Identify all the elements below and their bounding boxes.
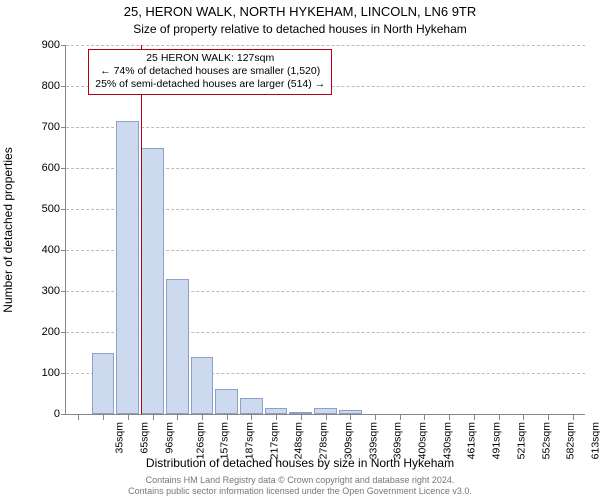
footer-line-2: Contains public sector information licen… [128, 486, 472, 496]
bar [240, 398, 263, 414]
ytick-label: 0 [26, 408, 60, 420]
xtick-mark [78, 414, 79, 420]
annotation-box: 25 HERON WALK: 127sqm← 74% of detached h… [88, 49, 332, 95]
xtick-label: 461sqm [466, 422, 478, 459]
annotation-line: ← 74% of detached houses are smaller (1,… [95, 65, 325, 78]
ytick-label: 400 [26, 244, 60, 256]
xtick-label: 65sqm [139, 422, 151, 454]
bar [92, 353, 115, 415]
xtick-label: 96sqm [163, 422, 175, 454]
chart-subtitle: Size of property relative to detached ho… [0, 22, 600, 36]
ytick-mark [61, 45, 66, 46]
xtick-mark [499, 414, 500, 420]
xtick-mark [103, 414, 104, 420]
ytick-mark [61, 168, 66, 169]
ytick-mark [61, 86, 66, 87]
xtick-label: 309sqm [342, 422, 354, 459]
xtick-label: 217sqm [268, 422, 280, 459]
chart-footer: Contains HM Land Registry data © Crown c… [0, 475, 600, 496]
xtick-label: 552sqm [540, 422, 552, 459]
xtick-label: 613sqm [589, 422, 600, 459]
xtick-label: 339sqm [367, 422, 379, 459]
xtick-label: 35sqm [114, 422, 126, 454]
xtick-mark [375, 414, 376, 420]
footer-line-1: Contains HM Land Registry data © Crown c… [146, 475, 455, 485]
ytick-mark [61, 209, 66, 210]
xtick-mark [153, 414, 154, 420]
xtick-label: 278sqm [317, 422, 329, 459]
xtick-mark [424, 414, 425, 420]
ytick-mark [61, 332, 66, 333]
ytick-label: 900 [26, 39, 60, 51]
xtick-mark [251, 414, 252, 420]
xtick-label: 491sqm [490, 422, 502, 459]
gridline [66, 127, 585, 128]
ytick-label: 500 [26, 203, 60, 215]
xtick-mark [350, 414, 351, 420]
bar [116, 121, 139, 414]
xtick-mark [449, 414, 450, 420]
xtick-mark [523, 414, 524, 420]
xtick-mark [202, 414, 203, 420]
xtick-mark [276, 414, 277, 420]
x-axis-label: Distribution of detached houses by size … [0, 456, 600, 470]
gridline [66, 45, 585, 46]
ytick-mark [61, 414, 66, 415]
y-axis-label: Number of detached properties [1, 147, 15, 312]
ytick-label: 800 [26, 80, 60, 92]
marker-line [141, 45, 142, 414]
annotation-line: 25% of semi-detached houses are larger (… [95, 78, 325, 91]
xtick-mark [573, 414, 574, 420]
ytick-label: 200 [26, 326, 60, 338]
chart-plot-area: 010020030040050060070080090035sqm65sqm96… [65, 45, 585, 415]
xtick-label: 369sqm [392, 422, 404, 459]
xtick-mark [227, 414, 228, 420]
xtick-mark [177, 414, 178, 420]
xtick-mark [474, 414, 475, 420]
annotation-line: 25 HERON WALK: 127sqm [95, 52, 325, 65]
ytick-mark [61, 250, 66, 251]
xtick-mark [400, 414, 401, 420]
ytick-mark [61, 127, 66, 128]
xtick-label: 126sqm [194, 422, 206, 459]
xtick-label: 400sqm [416, 422, 428, 459]
bar [215, 389, 238, 414]
ytick-label: 300 [26, 285, 60, 297]
xtick-label: 157sqm [219, 422, 231, 459]
ytick-label: 600 [26, 162, 60, 174]
xtick-label: 521sqm [515, 422, 527, 459]
xtick-mark [128, 414, 129, 420]
xtick-mark [301, 414, 302, 420]
xtick-label: 582sqm [565, 422, 577, 459]
xtick-label: 248sqm [293, 422, 305, 459]
chart-title: 25, HERON WALK, NORTH HYKEHAM, LINCOLN, … [0, 4, 600, 19]
ytick-mark [61, 291, 66, 292]
bar [191, 357, 214, 414]
ytick-label: 100 [26, 367, 60, 379]
bar [166, 279, 189, 414]
bar [141, 148, 164, 415]
xtick-label: 430sqm [441, 422, 453, 459]
ytick-mark [61, 373, 66, 374]
xtick-label: 187sqm [243, 422, 255, 459]
xtick-mark [326, 414, 327, 420]
ytick-label: 700 [26, 121, 60, 133]
xtick-mark [548, 414, 549, 420]
